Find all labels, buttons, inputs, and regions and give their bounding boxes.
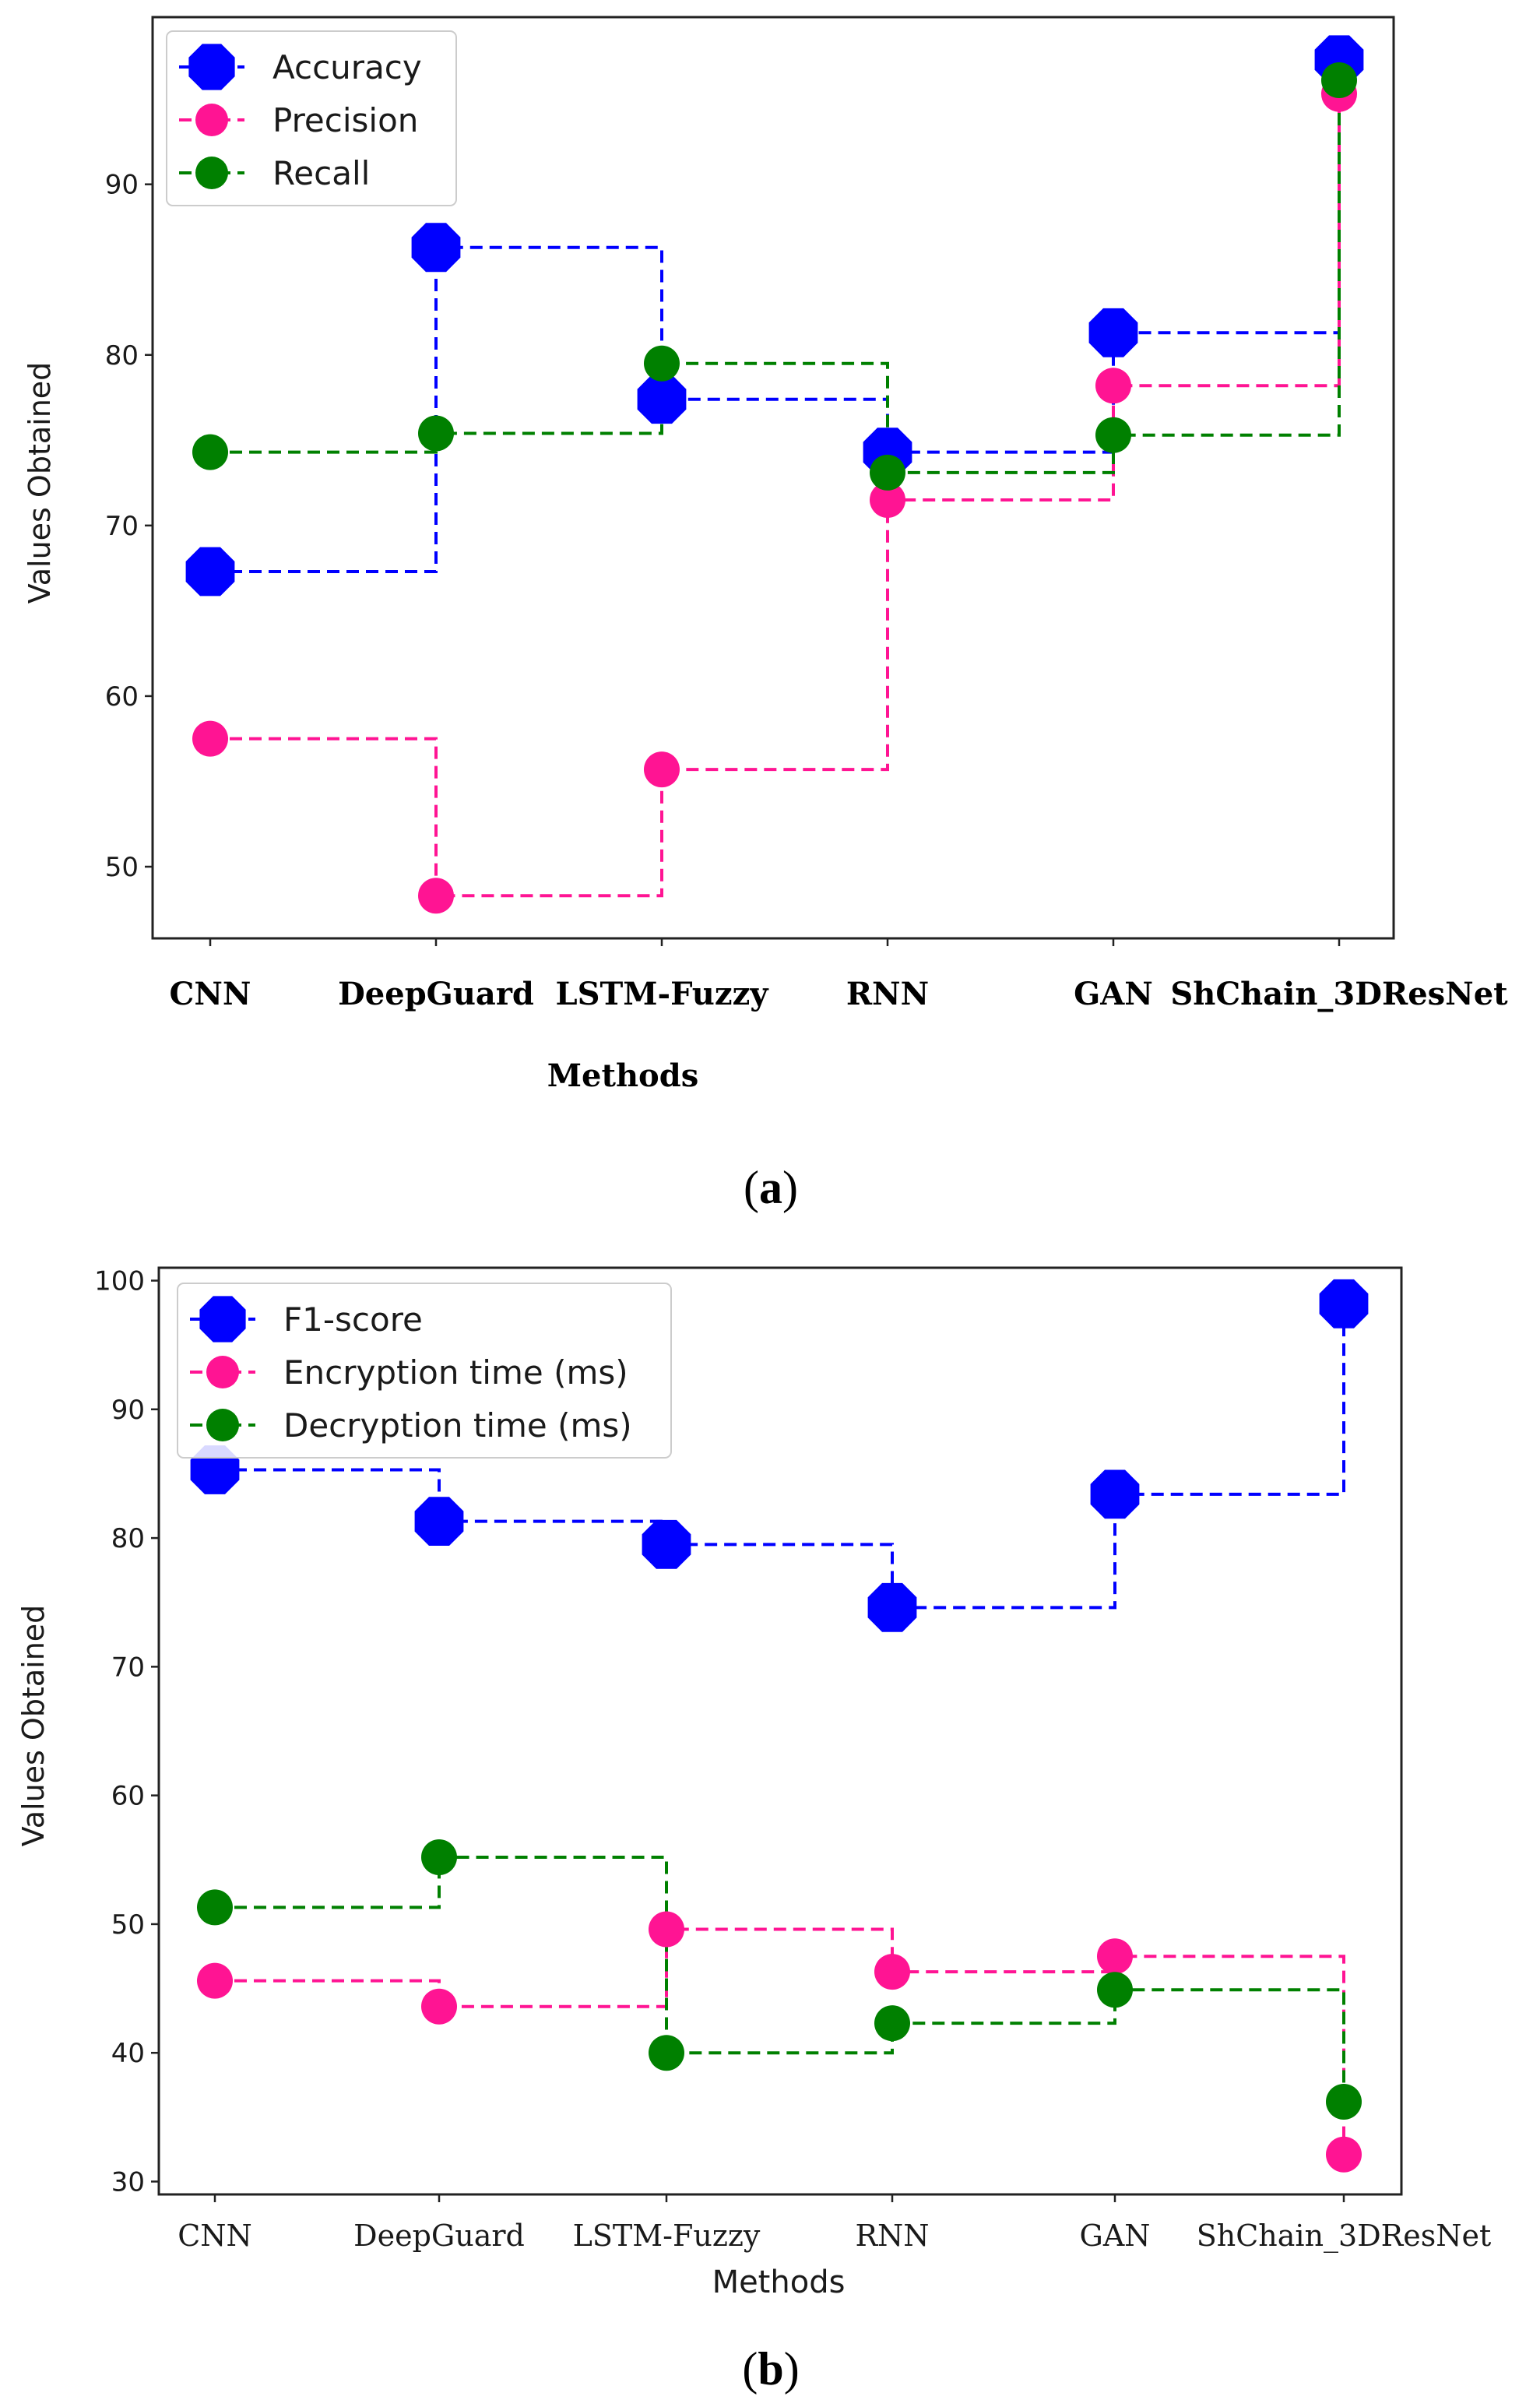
- y-tick-label: 40: [111, 2038, 145, 2069]
- y-tick-label: 60: [111, 1781, 145, 1812]
- y-tick-label: 70: [105, 511, 139, 542]
- legend-box: [177, 1283, 672, 1459]
- caption-close: ): [782, 1162, 798, 1213]
- caption-letter: b: [758, 2343, 783, 2395]
- legend-marker-encryption-time-ms: [206, 1356, 239, 1388]
- y-tick-label: 70: [111, 1652, 145, 1683]
- x-tick-label-shchain-3dresnet: ShChain_3DResNet: [1170, 976, 1508, 1012]
- x-tick-label-rnn: RNN: [855, 2219, 929, 2253]
- marker-encryption-time-ms-gan: [1097, 1938, 1133, 1975]
- legend-marker-recall: [195, 157, 228, 189]
- legend-label-f1-score: F1-score: [283, 1300, 423, 1339]
- x-tick-label-gan: GAN: [1079, 2219, 1150, 2253]
- legend: F1-score Encryption time (ms) Decryption t…: [177, 1283, 672, 1459]
- marker-f1-score-lstm-fuzzy: [642, 1519, 691, 1569]
- marker-recall-shchain-3dresnet: [1321, 62, 1357, 99]
- marker-recall-cnn: [192, 434, 228, 470]
- marker-encryption-time-ms-deepguard: [421, 1988, 457, 2025]
- caption-open: (: [742, 2343, 758, 2395]
- y-axis-label: Values Obtained: [23, 362, 57, 604]
- marker-precision-cnn: [192, 720, 228, 757]
- y-tick-label: 60: [105, 681, 139, 713]
- y-tick-label: 90: [105, 170, 139, 201]
- legend-marker-precision: [195, 104, 228, 136]
- marker-recall-gan: [1095, 417, 1131, 453]
- marker-precision-gan: [1095, 368, 1131, 404]
- legend-marker-decryption-time-ms: [206, 1409, 239, 1441]
- marker-accuracy-lstm-fuzzy: [637, 375, 687, 424]
- legend-marker-f1-score: [199, 1296, 246, 1343]
- marker-encryption-time-ms-cnn: [197, 1962, 233, 1999]
- marker-recall-lstm-fuzzy: [644, 345, 680, 382]
- y-tick-label: 30: [111, 2166, 145, 2198]
- x-tick-label-rnn: RNN: [846, 976, 929, 1012]
- marker-encryption-time-ms-lstm-fuzzy: [649, 1911, 684, 1948]
- marker-f1-score-gan: [1090, 1469, 1140, 1519]
- legend-label-decryption-time-ms: Decryption time (ms): [283, 1406, 632, 1445]
- y-tick-label: 80: [105, 340, 139, 371]
- x-tick-label-lstm-fuzzy: LSTM-Fuzzy: [573, 2219, 761, 2253]
- marker-recall-rnn: [870, 454, 905, 491]
- marker-accuracy-gan: [1088, 308, 1138, 357]
- marker-encryption-time-ms-shchain-3dresnet: [1326, 2136, 1362, 2173]
- legend-label-accuracy: Accuracy: [272, 48, 422, 86]
- x-tick-label-lstm-fuzzy: LSTM-Fuzzy: [555, 976, 769, 1012]
- marker-precision-lstm-fuzzy: [644, 751, 680, 788]
- caption-close: ): [784, 2343, 800, 2395]
- y-tick-label: 100: [94, 1266, 145, 1297]
- marker-decryption-time-ms-shchain-3dresnet: [1326, 2084, 1362, 2120]
- marker-precision-deepguard: [418, 878, 454, 914]
- legend-label-encryption-time-ms: Encryption time (ms): [283, 1353, 628, 1392]
- y-tick-label: 50: [105, 852, 139, 883]
- y-tick-label: 50: [111, 1909, 145, 1941]
- y-axis-label: Values Obtained: [16, 1605, 51, 1847]
- x-tick-label-deepguard: DeepGuard: [353, 2219, 525, 2253]
- legend-label-precision: Precision: [272, 101, 418, 139]
- panel-caption: (a): [744, 1162, 798, 1213]
- marker-decryption-time-ms-cnn: [197, 1889, 233, 1926]
- panel-caption: (b): [742, 2343, 799, 2395]
- legend: Accuracy Precision Recall: [166, 30, 457, 206]
- legend-marker-accuracy: [188, 44, 235, 90]
- marker-decryption-time-ms-gan: [1097, 1972, 1133, 2008]
- legend-label-recall: Recall: [272, 154, 370, 192]
- caption-open: (: [744, 1162, 759, 1213]
- marker-f1-score-rnn: [867, 1582, 917, 1632]
- marker-accuracy-deepguard: [411, 223, 461, 273]
- marker-recall-deepguard: [418, 415, 454, 452]
- y-tick-label: 80: [111, 1523, 145, 1554]
- caption-letter: a: [759, 1162, 782, 1213]
- x-tick-label-gan: GAN: [1074, 976, 1153, 1012]
- x-axis-label: Methods: [547, 1057, 698, 1094]
- y-tick-label: 90: [111, 1395, 145, 1426]
- marker-precision-rnn: [870, 481, 905, 518]
- marker-encryption-time-ms-rnn: [874, 1954, 910, 1990]
- marker-accuracy-cnn: [185, 547, 235, 596]
- marker-decryption-time-ms-lstm-fuzzy: [649, 2035, 684, 2071]
- marker-decryption-time-ms-deepguard: [421, 1839, 457, 1875]
- marker-f1-score-deepguard: [414, 1497, 464, 1546]
- marker-f1-score-shchain-3dresnet: [1319, 1279, 1369, 1328]
- x-tick-label-shchain-3dresnet: ShChain_3DResNet: [1197, 2219, 1492, 2254]
- chart-panel-a: 50 60 70 80 90 CNN DeepGuard LSTM-Fuzzy RNN GAN Sh…: [23, 16, 1508, 1213]
- x-tick-label-deepguard: DeepGuard: [338, 976, 534, 1012]
- x-tick-label-cnn: CNN: [178, 2219, 252, 2253]
- x-axis-label: Methods: [712, 2265, 846, 2300]
- chart-panel-b: 30 40 50 60 70 80 90 100 CNN DeepGuard LSTM-Fuzzy R…: [16, 1266, 1491, 2395]
- marker-decryption-time-ms-rnn: [874, 2005, 910, 2042]
- series-line-precision: [210, 93, 1341, 898]
- x-tick-label-cnn: CNN: [170, 976, 251, 1012]
- legend-box: [166, 30, 457, 206]
